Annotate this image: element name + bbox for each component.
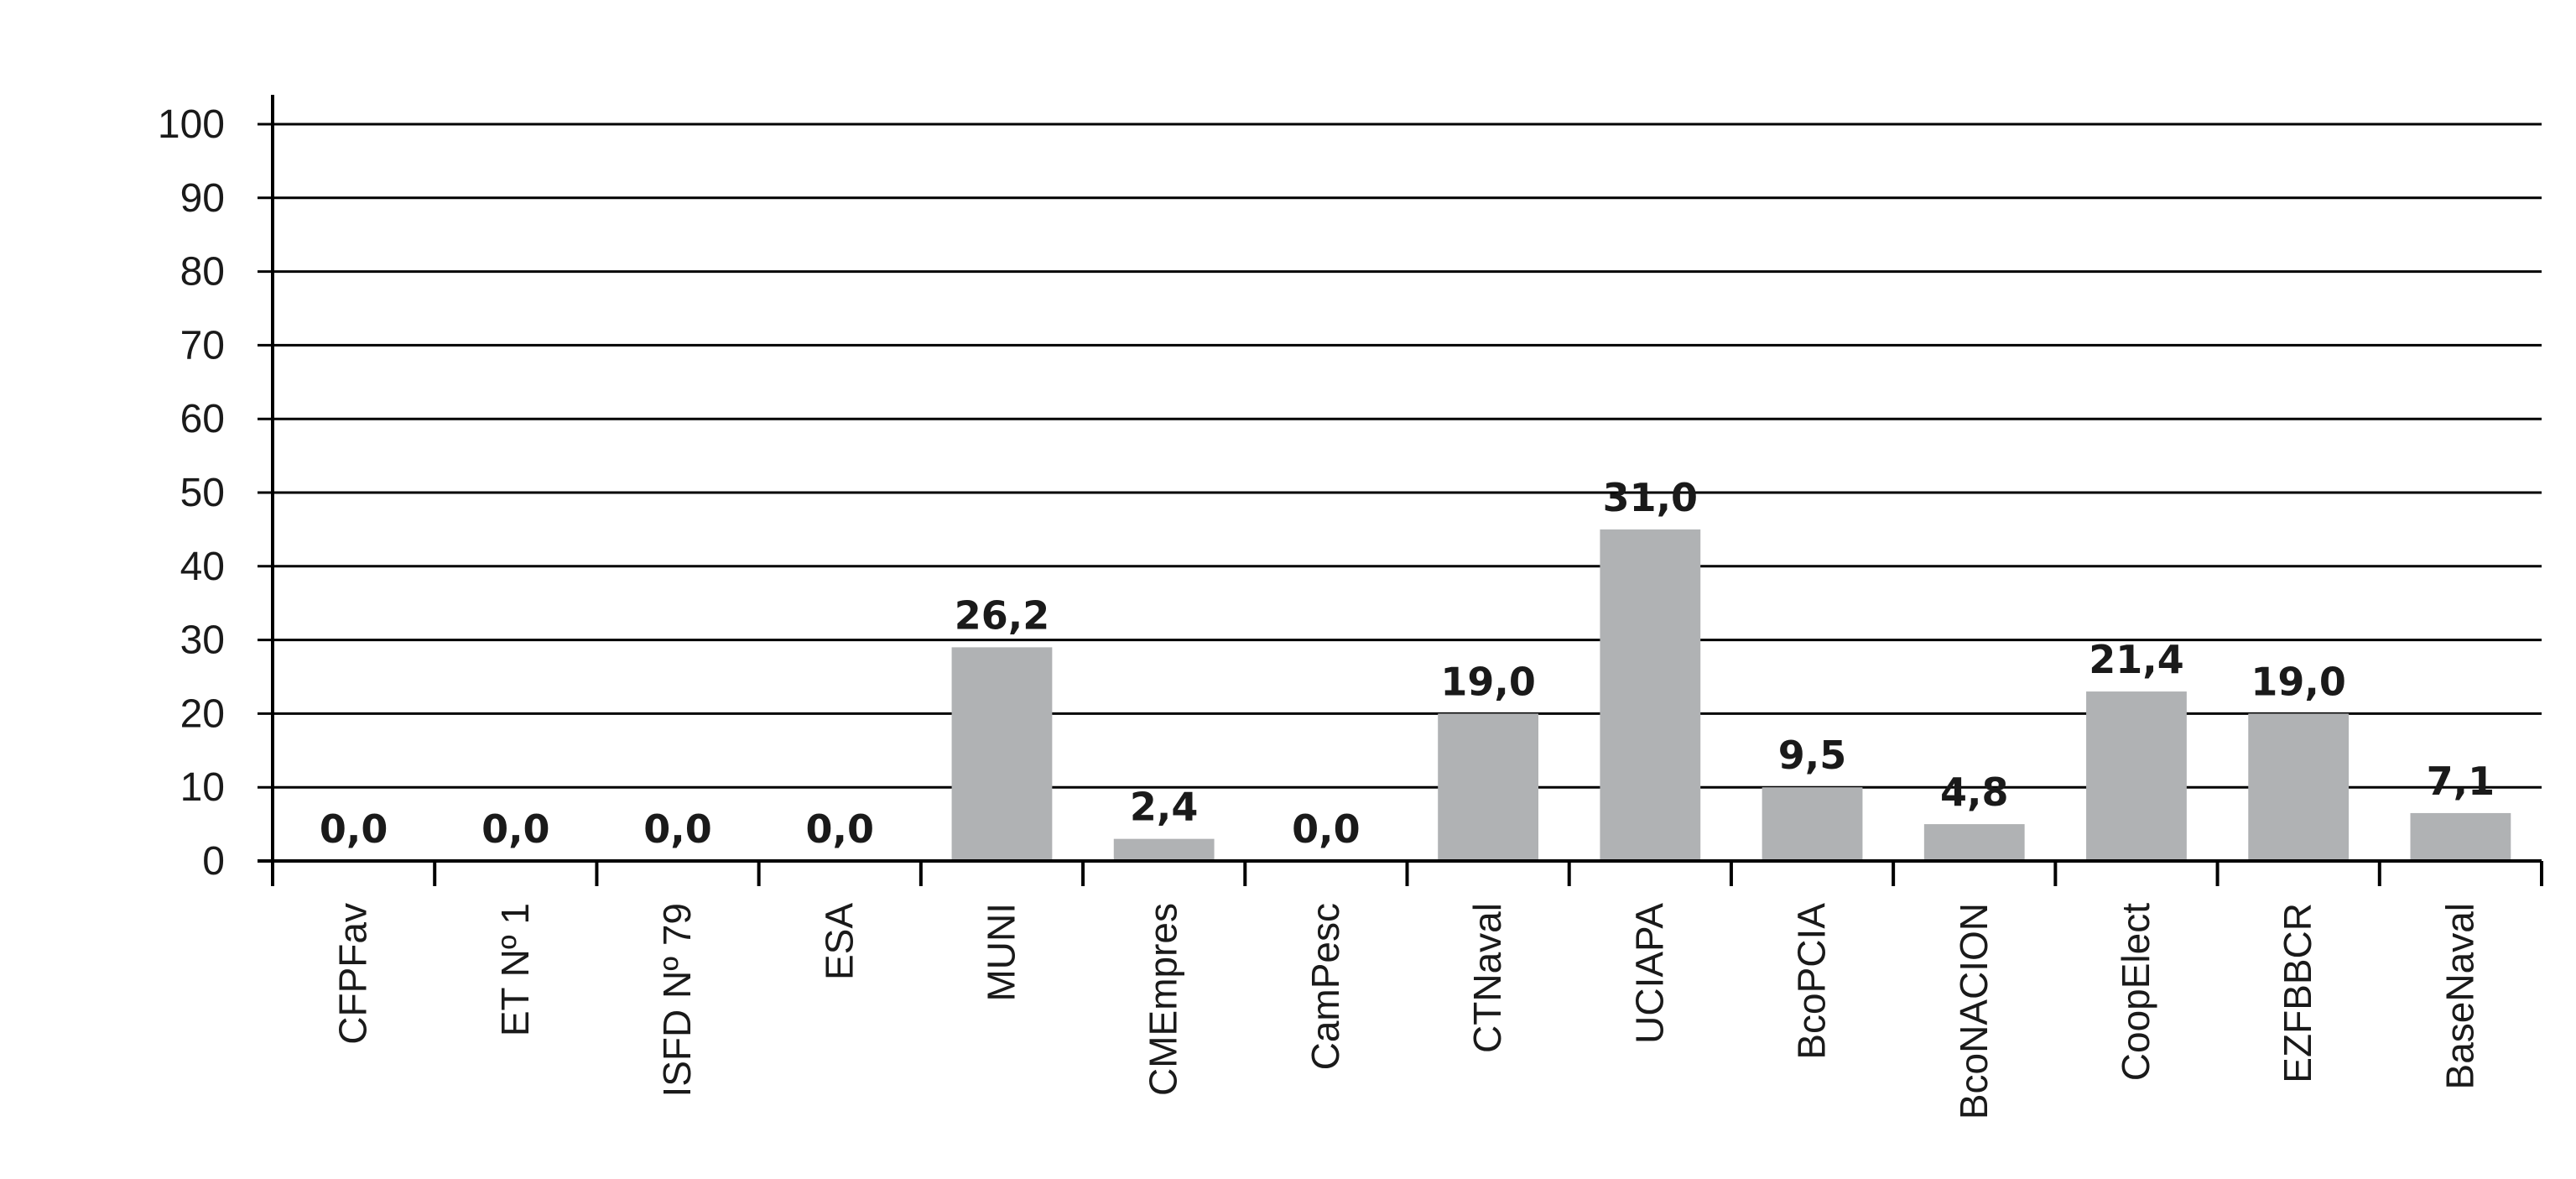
- data-label: 31,0: [1603, 475, 1699, 520]
- x-tick-label: ISFD Nº 79: [655, 903, 699, 1098]
- data-label: 0,0: [643, 806, 712, 852]
- bar: [951, 647, 1053, 861]
- data-label: 0,0: [806, 806, 875, 852]
- data-labels: 0,0 0,0 0,0 0,0 26,2 2,4 0,0 19,0 31,0 9,5 4,8 21,4…: [320, 475, 2495, 852]
- x-tick-label: ESA: [817, 903, 861, 980]
- x-tick-label: BaseNaval: [2438, 903, 2481, 1089]
- y-tick-label: 50: [180, 471, 225, 515]
- x-tick-label: CMEmpres: [1142, 903, 1185, 1096]
- bar: [2248, 713, 2350, 861]
- y-tick-label: 90: [180, 176, 225, 221]
- x-tick-label: UCIAPA: [1627, 903, 1671, 1044]
- bar: [2410, 812, 2511, 861]
- y-tick-label: 30: [180, 618, 225, 663]
- data-label: 19,0: [2251, 659, 2346, 704]
- y-tick-label: 0: [202, 839, 225, 884]
- bars: [951, 529, 2511, 861]
- x-tick-label: ET Nº 1: [493, 903, 537, 1036]
- x-tick-label: CFPFav: [331, 903, 375, 1045]
- data-label: 21,4: [2089, 637, 2184, 682]
- x-tick-label: EZFBBCR: [2276, 903, 2319, 1083]
- gridlines: [258, 123, 2542, 789]
- x-axis-ticks: CFPFav ET Nº 1 ISFD Nº 79 ESA MUNI CMEmpres Ca…: [331, 903, 2482, 1119]
- bar: [1113, 838, 1215, 861]
- x-tick-label: BcoNACION: [1952, 903, 1996, 1119]
- y-tick-label: 20: [180, 691, 225, 736]
- y-tick-label: 10: [180, 765, 225, 810]
- axes: [258, 95, 2543, 886]
- data-label: 26,2: [955, 592, 1050, 638]
- y-tick-label: 60: [180, 397, 225, 441]
- bar: [1923, 824, 2025, 861]
- y-tick-label: 100: [158, 102, 225, 147]
- bar: [1438, 713, 1539, 861]
- data-label: 2,4: [1130, 785, 1199, 830]
- x-tick-label: BcoPCIA: [1790, 903, 1834, 1060]
- y-tick-label: 40: [180, 545, 225, 589]
- x-tick-label: CamPesc: [1304, 903, 1347, 1070]
- x-tick-label: CoopElect: [2114, 903, 2157, 1081]
- data-label: 0,0: [320, 806, 388, 852]
- data-label: 0,0: [1292, 806, 1361, 852]
- bar: [1762, 787, 1863, 861]
- y-tick-label: 80: [180, 250, 225, 295]
- data-label: 19,0: [1440, 659, 1536, 704]
- data-label: 0,0: [481, 806, 550, 852]
- y-tick-label: 70: [180, 323, 225, 368]
- data-label: 4,8: [1940, 769, 2009, 815]
- x-tick-label: CTNaval: [1465, 903, 1509, 1053]
- bar: [1600, 529, 1701, 861]
- bar: [2086, 691, 2187, 861]
- y-axis-ticks: 0 10 20 30 40 50 60 70 80 90 100: [158, 102, 225, 884]
- data-label: 7,1: [2427, 759, 2495, 804]
- x-tick-label: MUNI: [979, 903, 1023, 1002]
- data-label: 9,5: [1778, 733, 1847, 778]
